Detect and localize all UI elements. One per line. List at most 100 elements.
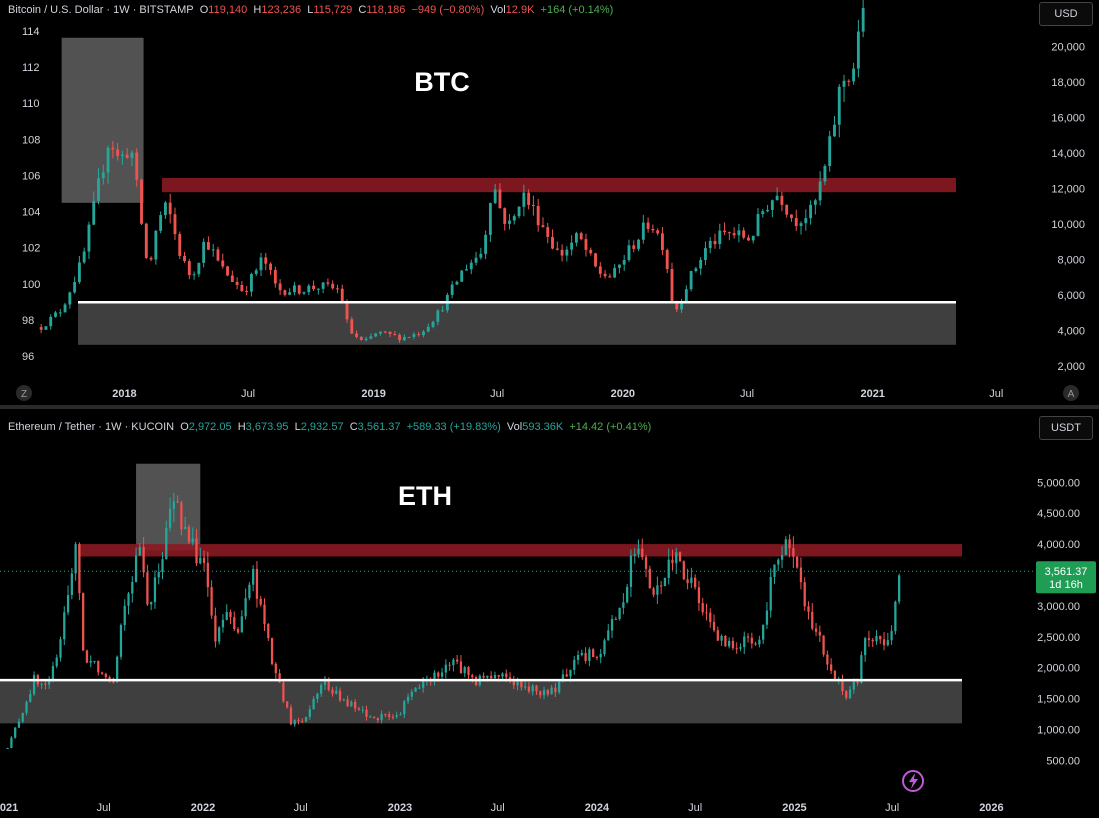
candle: [14, 727, 17, 738]
candle: [522, 192, 526, 207]
candle: [270, 638, 274, 664]
candle: [799, 567, 803, 583]
candle: [565, 249, 569, 256]
candle: [460, 270, 464, 282]
left-axis-tick: 100: [22, 279, 40, 291]
candle: [569, 669, 572, 677]
candle: [484, 234, 488, 254]
candle: [44, 683, 47, 685]
candle: [391, 716, 395, 718]
candle: [338, 690, 342, 701]
candle: [240, 284, 244, 292]
candle: [684, 289, 688, 302]
candle: [350, 319, 354, 334]
candle: [274, 663, 277, 674]
candle: [357, 708, 361, 710]
pane-divider[interactable]: [0, 405, 1099, 409]
left-axis-tick: 106: [22, 170, 40, 182]
candle: [705, 612, 708, 614]
candle: [627, 245, 631, 261]
candle: [226, 266, 229, 276]
candle: [372, 716, 376, 719]
candle: [794, 218, 798, 227]
x-axis-tick: 2024: [585, 802, 610, 814]
candle: [172, 501, 175, 509]
eth-o-label: O: [180, 421, 189, 433]
candle: [856, 681, 859, 684]
candle: [236, 629, 240, 633]
x-axis-tick: Jul: [490, 388, 504, 400]
candle: [112, 681, 115, 683]
candle: [210, 587, 213, 616]
candle: [708, 240, 712, 249]
right-axis-tick: 14,000: [1051, 148, 1085, 160]
candle: [54, 312, 57, 317]
candle: [852, 681, 855, 690]
candle: [150, 602, 153, 605]
x-axis-tick: 2018: [112, 388, 136, 400]
candle: [818, 181, 822, 201]
candle: [250, 274, 253, 292]
x-axis-tick: 2019: [361, 388, 385, 400]
candle: [395, 715, 398, 717]
candle: [138, 547, 141, 556]
btc-chart[interactable]: 20,000 18,000 16,000 14,000 12,000 10,000 8,00…: [0, 0, 1099, 405]
candle: [531, 685, 534, 692]
candle: [63, 304, 67, 313]
candle: [756, 214, 760, 236]
candle: [732, 233, 736, 236]
candle: [206, 241, 210, 250]
candle: [403, 701, 406, 715]
candle: [355, 333, 359, 337]
candle: [561, 674, 565, 682]
candle: [728, 640, 731, 647]
candle: [501, 673, 504, 677]
x-axis-tick: Jul: [989, 388, 1003, 400]
eth-symbol: Ethereum / Tether · 1W · KUCOIN: [8, 421, 175, 433]
candle: [773, 564, 776, 577]
left-axis-tick: 108: [22, 134, 40, 146]
candle: [592, 649, 595, 658]
candle: [697, 587, 701, 604]
candle: [614, 619, 617, 621]
candle: [111, 147, 115, 150]
candle: [254, 270, 258, 275]
btc-low: 115,729: [313, 4, 353, 16]
candle: [422, 680, 425, 688]
candle: [116, 656, 119, 683]
left-axis-tick: 114: [22, 26, 40, 38]
candle: [399, 714, 402, 716]
candle: [680, 301, 683, 310]
right-axis-tick: 4,500.00: [1037, 508, 1080, 520]
candle: [713, 240, 717, 245]
candle: [641, 548, 644, 558]
candle: [97, 178, 100, 201]
x-axis-tick: Jul: [97, 802, 111, 814]
candle: [701, 603, 704, 613]
candle: [493, 675, 497, 679]
candle: [97, 660, 100, 673]
candle: [127, 593, 130, 606]
candle: [263, 604, 266, 625]
candle: [307, 285, 311, 293]
eth-currency-button[interactable]: USDT: [1039, 416, 1093, 440]
candle: [361, 709, 364, 711]
candle: [229, 612, 232, 618]
lightning-bolt-icon: [909, 773, 918, 789]
candle: [670, 269, 674, 303]
candle: [735, 648, 738, 650]
eth-chart[interactable]: 5,000.004,500.004,000.003,500.003,000.00…: [0, 409, 1099, 818]
zoom-circle: [16, 385, 32, 401]
candle: [68, 292, 72, 305]
candle: [822, 635, 825, 655]
candle: [826, 654, 829, 665]
candle: [39, 327, 43, 330]
candle: [119, 625, 123, 657]
candle: [508, 677, 512, 680]
current-price-badge: [1036, 561, 1096, 594]
candle: [431, 321, 435, 327]
candle: [74, 544, 77, 574]
candle: [312, 285, 315, 290]
resistance-zone: [78, 544, 962, 557]
btc-currency-button[interactable]: USD: [1039, 2, 1093, 26]
